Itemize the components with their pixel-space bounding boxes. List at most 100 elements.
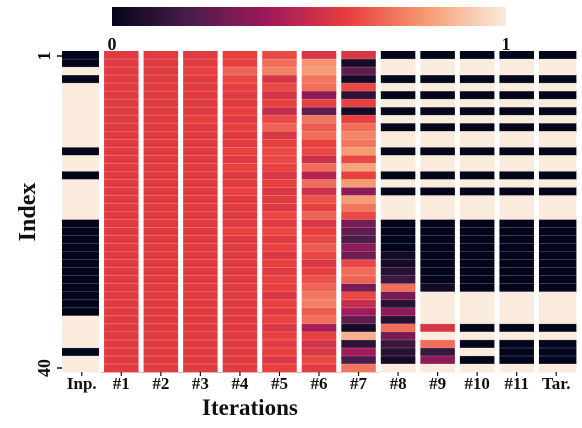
heatmap-cell [338,283,379,293]
heatmap-cell [417,227,458,236]
heatmap-cell [457,51,498,60]
heatmap-cell [338,139,379,148]
heatmap-cell [259,355,300,365]
heatmap-cell [62,211,102,220]
heatmap-cell [378,275,419,285]
colorbar-max-label: 1 [502,34,511,54]
heatmap-cell [220,187,261,196]
heatmap-cell [299,123,340,132]
heatmap-cell [457,195,498,204]
heatmap-cell [496,315,537,325]
heatmap-cell [338,219,379,228]
heatmap-cell [378,107,419,116]
heatmap-cell [220,123,261,132]
heatmap-cell [536,363,577,373]
heatmap-cell [338,147,379,156]
heatmap-cell [141,75,182,84]
heatmap-cell [417,147,458,156]
heatmap-cell [457,59,498,68]
heatmap-cell [299,195,340,204]
heatmap-cell [338,355,379,365]
heatmap-cell [259,219,300,228]
heatmap-cell [496,299,537,309]
heatmap-cell [220,227,261,236]
heatmap-cell [101,59,142,68]
heatmap-cell [457,139,498,148]
heatmap-cell [62,67,102,76]
heatmap-cell [101,363,142,373]
heatmap-cell [536,211,577,220]
heatmap-cell [259,243,300,253]
heatmap-cell [259,267,300,277]
heatmap-cell [62,283,102,293]
heatmap-cell [220,171,261,180]
heatmap-cell [417,363,458,373]
heatmap-cell [457,267,498,277]
heatmap-cell [417,67,458,76]
heatmap-cell [180,75,221,84]
heatmap-cell [180,179,221,188]
heatmap-cell [378,131,419,140]
heatmap-cell [180,315,221,325]
heatmap-cell [378,179,419,188]
heatmap-cell [220,339,261,349]
heatmap-cell [417,251,458,261]
heatmap-cell [338,155,379,164]
heatmap-cell [338,235,379,245]
heatmap-cell [299,347,340,357]
heatmap-cell [457,75,498,84]
heatmap-cell [496,355,537,365]
heatmap-cell [220,355,261,365]
heatmap-cell [220,315,261,325]
heatmap-cell [378,307,419,317]
heatmap-cell [338,307,379,317]
y-tick-label-last: 40 [34,359,54,377]
heatmap-cell [338,179,379,188]
heatmap-cell [141,283,182,293]
heatmap-cell [496,251,537,261]
heatmap-cell [417,355,458,365]
heatmap-cell [536,291,577,301]
heatmap-cell [299,51,340,60]
heatmap-cell [180,51,221,60]
heatmap-cell [101,203,142,212]
heatmap-cell [220,243,261,253]
colorbar: 0 1 [108,7,511,54]
heatmap-cell [259,91,300,100]
heatmap-cell [259,283,300,293]
heatmap-cell [141,131,182,140]
heatmap-cell [417,163,458,172]
heatmap-cell [101,163,142,172]
heatmap-cell [180,259,221,269]
heatmap-cell [141,259,182,269]
heatmap-cell [338,171,379,180]
column-gap [375,51,381,372]
heatmap-cell [220,235,261,245]
heatmap-cell [259,75,300,84]
heatmap-cell [220,283,261,293]
heatmap-cell [417,203,458,212]
heatmap-cell [536,203,577,212]
heatmap-cell [457,155,498,164]
heatmap-cell [457,91,498,100]
heatmap-cell [180,187,221,196]
heatmap-cell [180,139,221,148]
heatmap-cell [378,331,419,341]
heatmap-cell [338,195,379,204]
heatmap-cell [259,275,300,285]
heatmap-cell [220,211,261,220]
heatmap-cell [338,291,379,301]
heatmap-cell [299,115,340,124]
heatmap-cell [101,99,142,108]
heatmap-cell [417,323,458,333]
heatmap-cell [220,259,261,269]
heatmap-cell [417,115,458,124]
heatmap-cell [259,227,300,236]
x-tick-label: Tar. [542,374,571,393]
heatmap-cell [62,267,102,277]
heatmap-cell [141,291,182,301]
heatmap-cell [417,315,458,325]
heatmap-cell [417,259,458,269]
heatmap-cell [180,275,221,285]
